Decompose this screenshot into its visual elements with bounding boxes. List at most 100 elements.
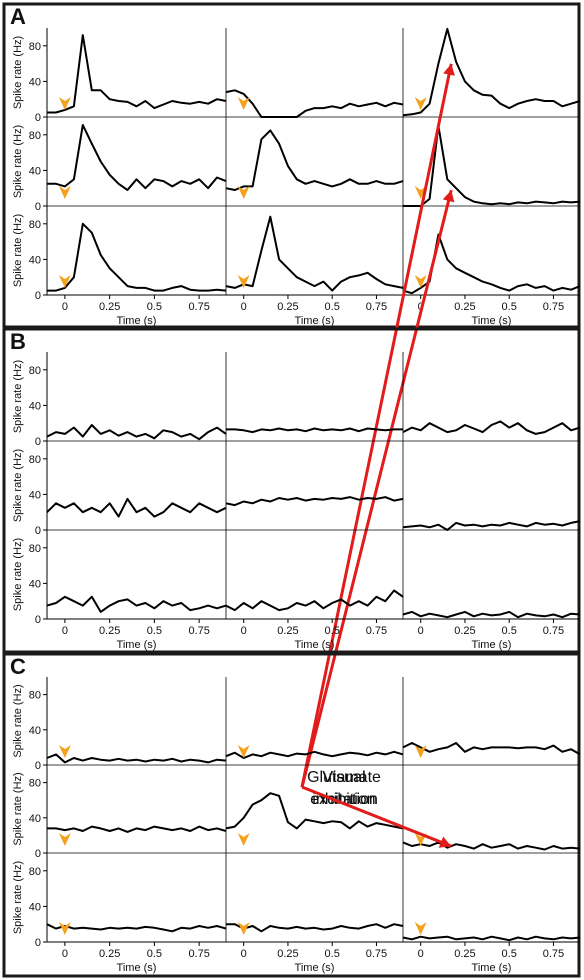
y-tick-label: 80: [29, 365, 41, 377]
panel-label: A: [10, 4, 26, 29]
y-tick-label: 0: [35, 525, 41, 537]
annotation-arrow: [300, 63, 453, 788]
stimulus-marker-icon: [414, 745, 427, 758]
panel-frame: [2, 327, 581, 654]
y-tick-label: 40: [29, 578, 41, 590]
stimulus-marker-icon: [58, 275, 71, 288]
x-tick-label: 0.25: [99, 301, 120, 313]
annotation-label: excitation: [310, 791, 378, 808]
stimulus-marker-icon: [58, 745, 71, 758]
x-tick-label: 0.25: [99, 948, 120, 960]
x-axis-label: Time (s): [472, 639, 512, 651]
x-tick-label: 0: [418, 625, 424, 637]
stimulus-marker-icon: [58, 186, 71, 199]
annotation-arrow: [300, 189, 453, 788]
x-tick-label: 0.5: [325, 625, 340, 637]
x-tick-label: 0.25: [454, 625, 475, 637]
x-tick-label: 0.25: [454, 948, 475, 960]
spike-rate-trace: [225, 129, 404, 191]
x-tick-label: 0.75: [543, 301, 564, 313]
y-tick-label: 40: [29, 813, 41, 825]
y-tick-label: 0: [35, 937, 41, 949]
spike-rate-trace: [402, 841, 581, 851]
spike-rate-trace: [47, 825, 227, 833]
annotation-arrow: [301, 785, 452, 848]
y-tick-label: 80: [29, 778, 41, 790]
spike-rate-trace: [225, 496, 404, 507]
stimulus-marker-icon: [58, 97, 71, 110]
annotation-label: inhibition: [312, 791, 375, 808]
x-tick-label: 0.5: [325, 948, 340, 960]
x-tick-label: 0.25: [277, 301, 298, 313]
x-tick-label: 0: [241, 301, 247, 313]
spike-rate-trace: [225, 89, 404, 118]
x-tick-label: 0.5: [325, 301, 340, 313]
x-tick-label: 0: [418, 948, 424, 960]
y-tick-label: 40: [29, 901, 41, 913]
x-axis-label: Time (s): [295, 315, 335, 327]
y-tick-label: 40: [29, 400, 41, 412]
panel-label: B: [10, 329, 26, 354]
y-axis-label: Spike rate (Hz): [12, 360, 24, 433]
y-tick-label: 40: [29, 76, 41, 88]
spike-rate-trace: [47, 222, 227, 292]
x-axis-label: Time (s): [295, 639, 335, 651]
stimulus-marker-icon: [58, 922, 71, 935]
spike-rate-trace: [402, 233, 581, 295]
spike-rate-trace: [47, 124, 227, 191]
stimulus-marker-icon: [414, 275, 427, 288]
x-axis-label: Time (s): [117, 962, 157, 974]
x-tick-label: 0: [241, 948, 247, 960]
y-tick-label: 40: [29, 725, 41, 737]
x-tick-label: 0.25: [277, 948, 298, 960]
y-tick-label: 0: [35, 112, 41, 124]
y-axis-label: Spike rate (Hz): [12, 538, 24, 611]
x-tick-label: 0.75: [543, 625, 564, 637]
y-tick-label: 80: [29, 454, 41, 466]
x-tick-label: 0: [62, 625, 68, 637]
spike-rate-trace: [225, 215, 404, 292]
y-tick-label: 80: [29, 690, 41, 702]
arrowhead-icon: [442, 190, 455, 203]
y-tick-label: 80: [29, 866, 41, 878]
x-tick-label: 0.75: [188, 625, 209, 637]
spike-rate-trace: [47, 34, 227, 114]
spike-rate-trace: [402, 610, 581, 619]
y-tick-label: 0: [35, 290, 41, 302]
stimulus-marker-icon: [237, 745, 250, 758]
panel-c: C 0 40 80 Spike rate (Hz) 0 40 80 Spike rate (Hz…: [2, 652, 581, 978]
stimulus-marker-icon: [237, 186, 250, 199]
spike-rate-trace: [46, 424, 227, 441]
y-tick-label: 0: [35, 436, 41, 448]
stimulus-marker-icon: [414, 922, 427, 935]
x-tick-label: 0.75: [366, 625, 387, 637]
y-axis-label: Spike rate (Hz): [12, 125, 24, 198]
annotation-label: Visual: [322, 769, 365, 786]
spike-rate-trace: [46, 923, 227, 933]
y-tick-label: 80: [29, 41, 41, 53]
x-tick-label: 0.25: [277, 625, 298, 637]
spike-rate-trace: [402, 520, 581, 531]
x-tick-label: 0.5: [147, 948, 162, 960]
stimulus-marker-icon: [237, 833, 250, 846]
y-tick-label: 80: [29, 219, 41, 231]
stimulus-marker-icon: [414, 186, 427, 199]
stimulus-marker-icon: [237, 275, 250, 288]
x-tick-label: 0.5: [147, 301, 162, 313]
spike-rate-trace: [402, 27, 581, 117]
spike-rate-trace: [402, 742, 581, 756]
x-tick-label: 0.75: [543, 948, 564, 960]
x-tick-label: 0.5: [147, 625, 162, 637]
spike-rate-trace: [46, 497, 227, 518]
y-tick-label: 0: [35, 760, 41, 772]
spike-rate-trace: [226, 427, 403, 434]
y-tick-label: 40: [29, 165, 41, 177]
x-axis-label: Time (s): [117, 315, 157, 327]
y-tick-label: 40: [29, 489, 41, 501]
y-tick-label: 80: [29, 130, 41, 142]
panel-frame: [2, 652, 581, 978]
y-axis-label: Spike rate (Hz): [12, 772, 24, 845]
stimulus-marker-icon: [58, 833, 71, 846]
annotation-label: Visual: [322, 769, 365, 786]
spike-rate-trace: [225, 792, 404, 830]
